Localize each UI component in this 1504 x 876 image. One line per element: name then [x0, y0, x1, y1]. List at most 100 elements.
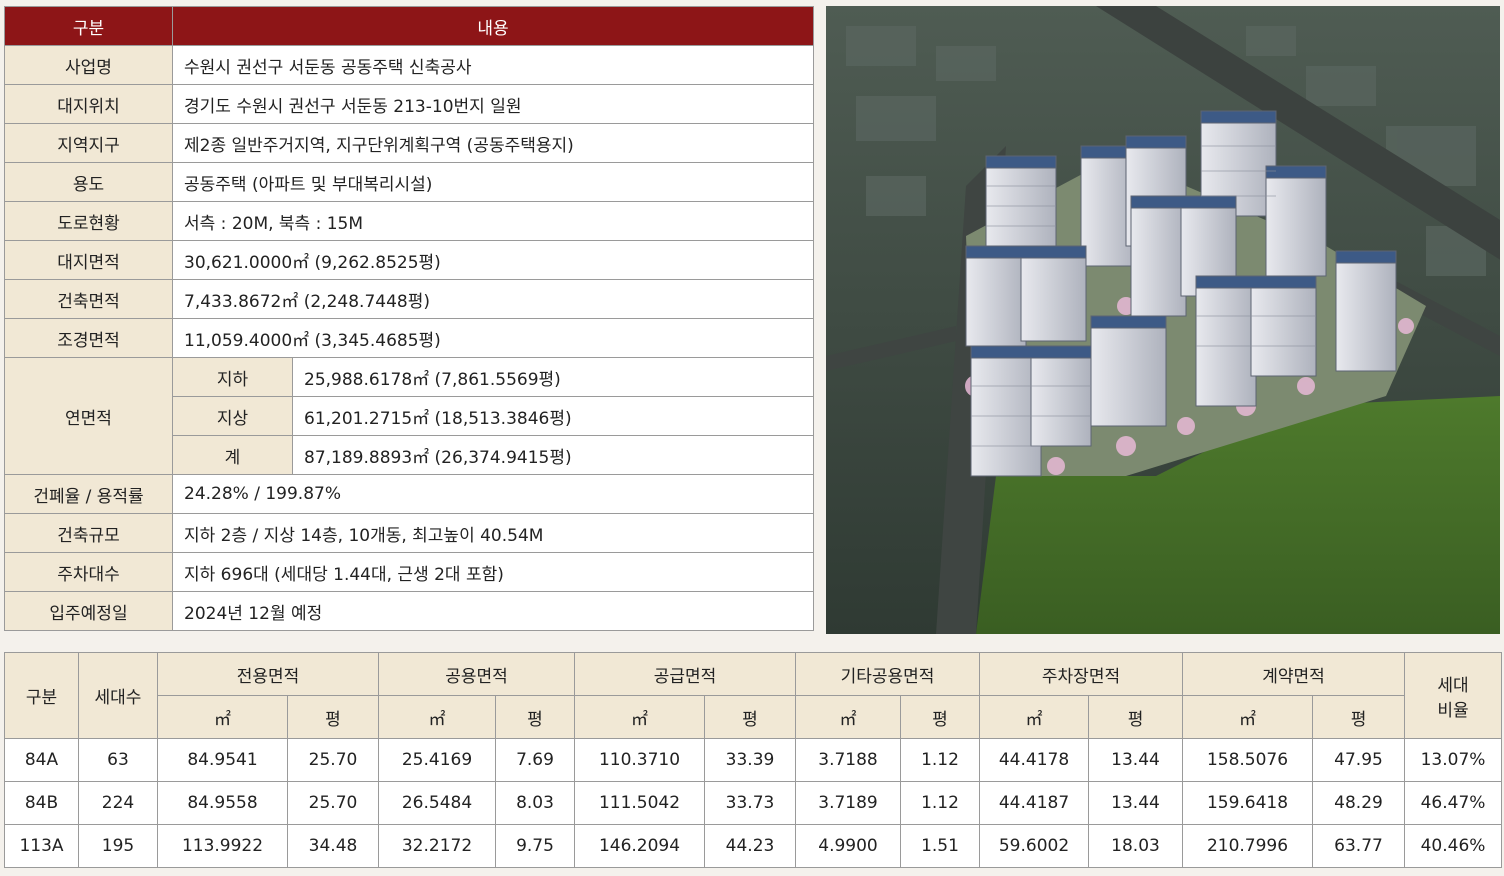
unit-header-row: 구분 세대수 전용면적 공용면적 공급면적 기타공용면적 주차장면적 계약면적 … — [4, 652, 1503, 739]
unit-common-pyeong: 8.03 — [495, 781, 575, 825]
unit-contract-m2: 159.6418 — [1182, 781, 1314, 825]
info-label: 건축면적 — [4, 279, 173, 319]
aerial-complex-rendering — [826, 6, 1500, 634]
info-value: 지하 2층 / 지상 14층, 10개동, 최고높이 40.54M — [172, 513, 814, 553]
unit-subheader-m2: ㎡ — [1182, 695, 1314, 739]
info-row: 지상 61,201.2715㎡ (18,513.3846평) — [5, 396, 814, 436]
unit-households: 224 — [78, 781, 158, 825]
gross-area-sublabel: 지상 — [172, 396, 293, 436]
unit-header-parking: 주차장면적 — [978, 652, 1184, 696]
info-row: 입주예정일 2024년 12월 예정 — [4, 591, 814, 631]
unit-other-m2: 3.7189 — [795, 781, 901, 825]
unit-contract-m2: 158.5076 — [1182, 738, 1314, 782]
unit-common-m2: 25.4169 — [378, 738, 496, 782]
unit-header-ratio-line1: 세대 — [1437, 675, 1469, 696]
unit-subheader-m2: ㎡ — [979, 695, 1089, 739]
gross-area-value: 61,201.2715㎡ (18,513.3846평) — [292, 396, 814, 436]
unit-other-pyeong: 1.12 — [900, 738, 980, 782]
gross-area-sublabel: 계 — [172, 435, 293, 475]
unit-header-contract: 계약면적 — [1182, 652, 1406, 696]
unit-ratio: 46.47% — [1404, 781, 1503, 825]
unit-header-type: 구분 — [4, 652, 79, 739]
unit-row: 84B 224 84.9558 25.70 26.5484 8.03 111.5… — [4, 781, 1503, 825]
info-row: 사업명 수원시 권선구 서둔동 공동주택 신축공사 — [4, 45, 814, 85]
unit-ratio: 13.07% — [1404, 738, 1503, 782]
unit-parking-m2: 44.4178 — [979, 738, 1089, 782]
info-row: 용도 공동주택 (아파트 및 부대복리시설) — [4, 162, 814, 202]
info-header-row: 구분 내용 — [4, 6, 814, 46]
unit-row: 113A 195 113.9922 34.48 32.2172 9.75 146… — [4, 824, 1503, 868]
unit-subheader-row: ㎡ 평 ㎡ 평 ㎡ 평 ㎡ 평 ㎡ 평 ㎡ 평 — [5, 695, 1502, 739]
info-row: 도로현황 서측 : 20M, 북측 : 15M — [4, 201, 814, 241]
unit-exclusive-m2: 113.9922 — [157, 824, 288, 868]
unit-common-m2: 32.2172 — [378, 824, 496, 868]
info-label: 건축규모 — [4, 513, 173, 553]
info-label: 건폐율 / 용적률 — [4, 474, 173, 514]
unit-subheader-pyeong: 평 — [900, 695, 980, 739]
unit-other-pyeong: 1.12 — [900, 781, 980, 825]
info-row: 주차대수 지하 696대 (세대당 1.44대, 근생 2대 포함) — [4, 552, 814, 592]
unit-supply-pyeong: 33.73 — [704, 781, 796, 825]
unit-contract-pyeong: 47.95 — [1312, 738, 1406, 782]
gross-area-value: 25,988.6178㎡ (7,861.5569평) — [292, 357, 814, 397]
unit-common-pyeong: 9.75 — [495, 824, 575, 868]
info-value: 24.28% / 199.87% — [172, 474, 814, 514]
info-label: 입주예정일 — [4, 591, 173, 631]
info-value: 2024년 12월 예정 — [172, 591, 814, 631]
unit-subheader-pyeong: 평 — [1087, 695, 1184, 739]
unit-supply-m2: 111.5042 — [574, 781, 705, 825]
unit-common-pyeong: 7.69 — [495, 738, 575, 782]
unit-common-m2: 26.5484 — [378, 781, 496, 825]
unit-header-exclusive: 전용면적 — [157, 652, 379, 696]
unit-type: 113A — [4, 824, 79, 868]
unit-parking-pyeong: 13.44 — [1087, 781, 1184, 825]
info-label: 사업명 — [4, 45, 173, 85]
unit-subheader-pyeong: 평 — [704, 695, 796, 739]
info-label: 주차대수 — [4, 552, 173, 592]
info-value: 경기도 수원시 권선구 서둔동 213-10번지 일원 — [172, 84, 814, 124]
info-label: 용도 — [4, 162, 173, 202]
info-label: 대지면적 — [4, 240, 173, 280]
info-label: 도로현황 — [4, 201, 173, 241]
unit-row: 84A 63 84.9541 25.70 25.4169 7.69 110.37… — [4, 738, 1503, 782]
unit-area-table: 구분 세대수 전용면적 공용면적 공급면적 기타공용면적 주차장면적 계약면적 … — [4, 652, 1503, 868]
unit-exclusive-m2: 84.9558 — [157, 781, 288, 825]
info-row: 건축면적 7,433.8672㎡ (2,248.7448평) — [4, 279, 814, 319]
unit-parking-m2: 44.4187 — [979, 781, 1089, 825]
info-header-category: 구분 — [4, 6, 173, 46]
unit-subheader-pyeong: 평 — [1312, 695, 1406, 739]
info-value: 7,433.8672㎡ (2,248.7448평) — [172, 279, 814, 319]
info-value: 서측 : 20M, 북측 : 15M — [172, 201, 814, 241]
unit-type: 84A — [4, 738, 79, 782]
unit-other-pyeong: 1.51 — [900, 824, 980, 868]
unit-subheader-m2: ㎡ — [157, 695, 288, 739]
info-row: 지역지구 제2종 일반주거지역, 지구단위계획구역 (공동주택용지) — [4, 123, 814, 163]
info-value: 30,621.0000㎡ (9,262.8525평) — [172, 240, 814, 280]
unit-exclusive-pyeong: 25.70 — [287, 781, 379, 825]
unit-ratio: 40.46% — [1404, 824, 1503, 868]
info-value: 제2종 일반주거지역, 지구단위계획구역 (공동주택용지) — [172, 123, 814, 163]
info-value: 공동주택 (아파트 및 부대복리시설) — [172, 162, 814, 202]
info-label: 지역지구 — [4, 123, 173, 163]
unit-subheader-pyeong: 평 — [495, 695, 575, 739]
unit-header-households: 세대수 — [78, 652, 158, 739]
info-row: 조경면적 11,059.4000㎡ (3,345.4685평) — [4, 318, 814, 358]
info-value: 11,059.4000㎡ (3,345.4685평) — [172, 318, 814, 358]
info-row: 계 87,189.8893㎡ (26,374.9415평) — [5, 435, 814, 475]
unit-contract-pyeong: 63.77 — [1312, 824, 1406, 868]
project-info-table: 구분 내용 사업명 수원시 권선구 서둔동 공동주택 신축공사 대지위치 경기도… — [4, 6, 814, 631]
unit-parking-pyeong: 18.03 — [1087, 824, 1184, 868]
unit-parking-pyeong: 13.44 — [1087, 738, 1184, 782]
unit-exclusive-m2: 84.9541 — [157, 738, 288, 782]
unit-contract-m2: 210.7996 — [1182, 824, 1314, 868]
unit-supply-pyeong: 33.39 — [704, 738, 796, 782]
info-row: 대지위치 경기도 수원시 권선구 서둔동 213-10번지 일원 — [4, 84, 814, 124]
unit-parking-m2: 59.6002 — [979, 824, 1089, 868]
info-row: 연면적 지하 25,988.6178㎡ (7,861.5569평) — [4, 357, 814, 475]
unit-households: 63 — [78, 738, 158, 782]
unit-supply-m2: 146.2094 — [574, 824, 705, 868]
unit-supply-m2: 110.3710 — [574, 738, 705, 782]
unit-subheader-pyeong: 평 — [287, 695, 379, 739]
unit-supply-pyeong: 44.23 — [704, 824, 796, 868]
info-row: 건축규모 지하 2층 / 지상 14층, 10개동, 최고높이 40.54M — [4, 513, 814, 553]
